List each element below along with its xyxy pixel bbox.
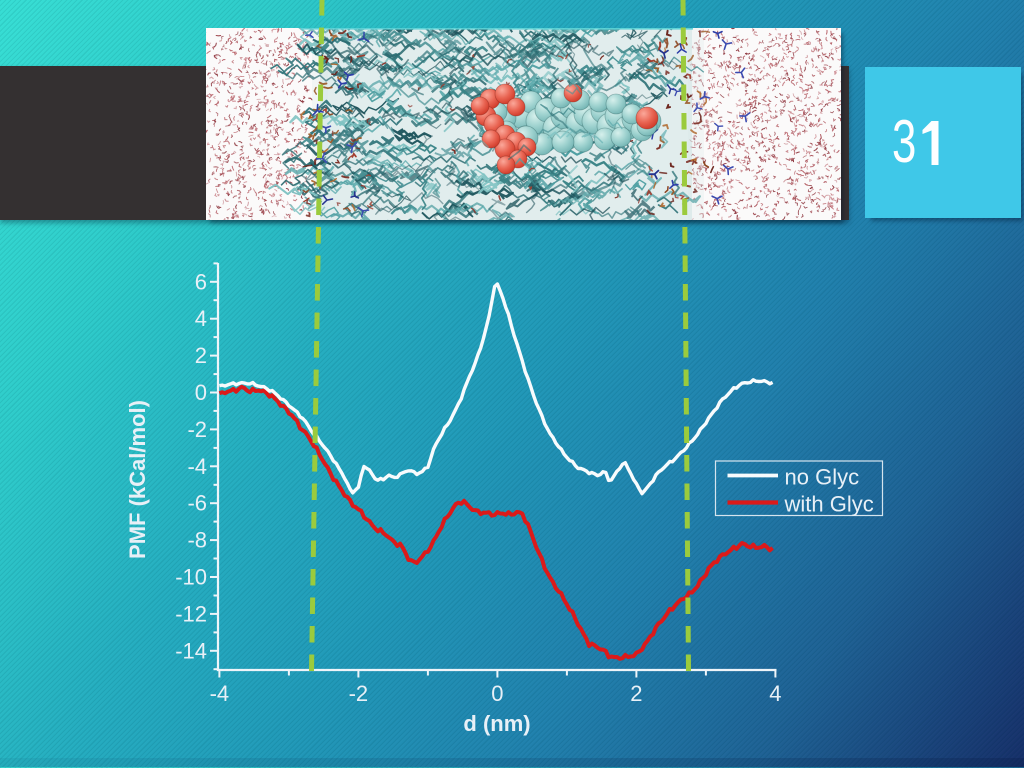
svg-text:6: 6 (195, 269, 207, 294)
svg-text:2: 2 (195, 343, 207, 368)
svg-text:0: 0 (491, 681, 503, 706)
svg-text:-2: -2 (187, 417, 207, 442)
svg-text:-4: -4 (187, 454, 207, 479)
svg-text:no Glyc: no Glyc (785, 465, 860, 490)
svg-text:-8: -8 (187, 528, 207, 553)
svg-text:-10: -10 (175, 565, 207, 590)
svg-text:with Glyc: with Glyc (784, 492, 874, 517)
svg-text:d (nm): d (nm) (463, 711, 530, 736)
svg-text:2: 2 (630, 681, 642, 706)
svg-text:-4: -4 (210, 681, 230, 706)
svg-text:0: 0 (195, 380, 207, 405)
svg-text:-14: -14 (175, 638, 207, 663)
svg-text:4: 4 (195, 306, 207, 331)
svg-text:-2: -2 (349, 681, 369, 706)
svg-text:-12: -12 (175, 601, 207, 626)
svg-text:4: 4 (769, 681, 781, 706)
svg-text:PMF (kCal/mol): PMF (kCal/mol) (125, 400, 150, 559)
svg-text:-6: -6 (187, 491, 207, 516)
